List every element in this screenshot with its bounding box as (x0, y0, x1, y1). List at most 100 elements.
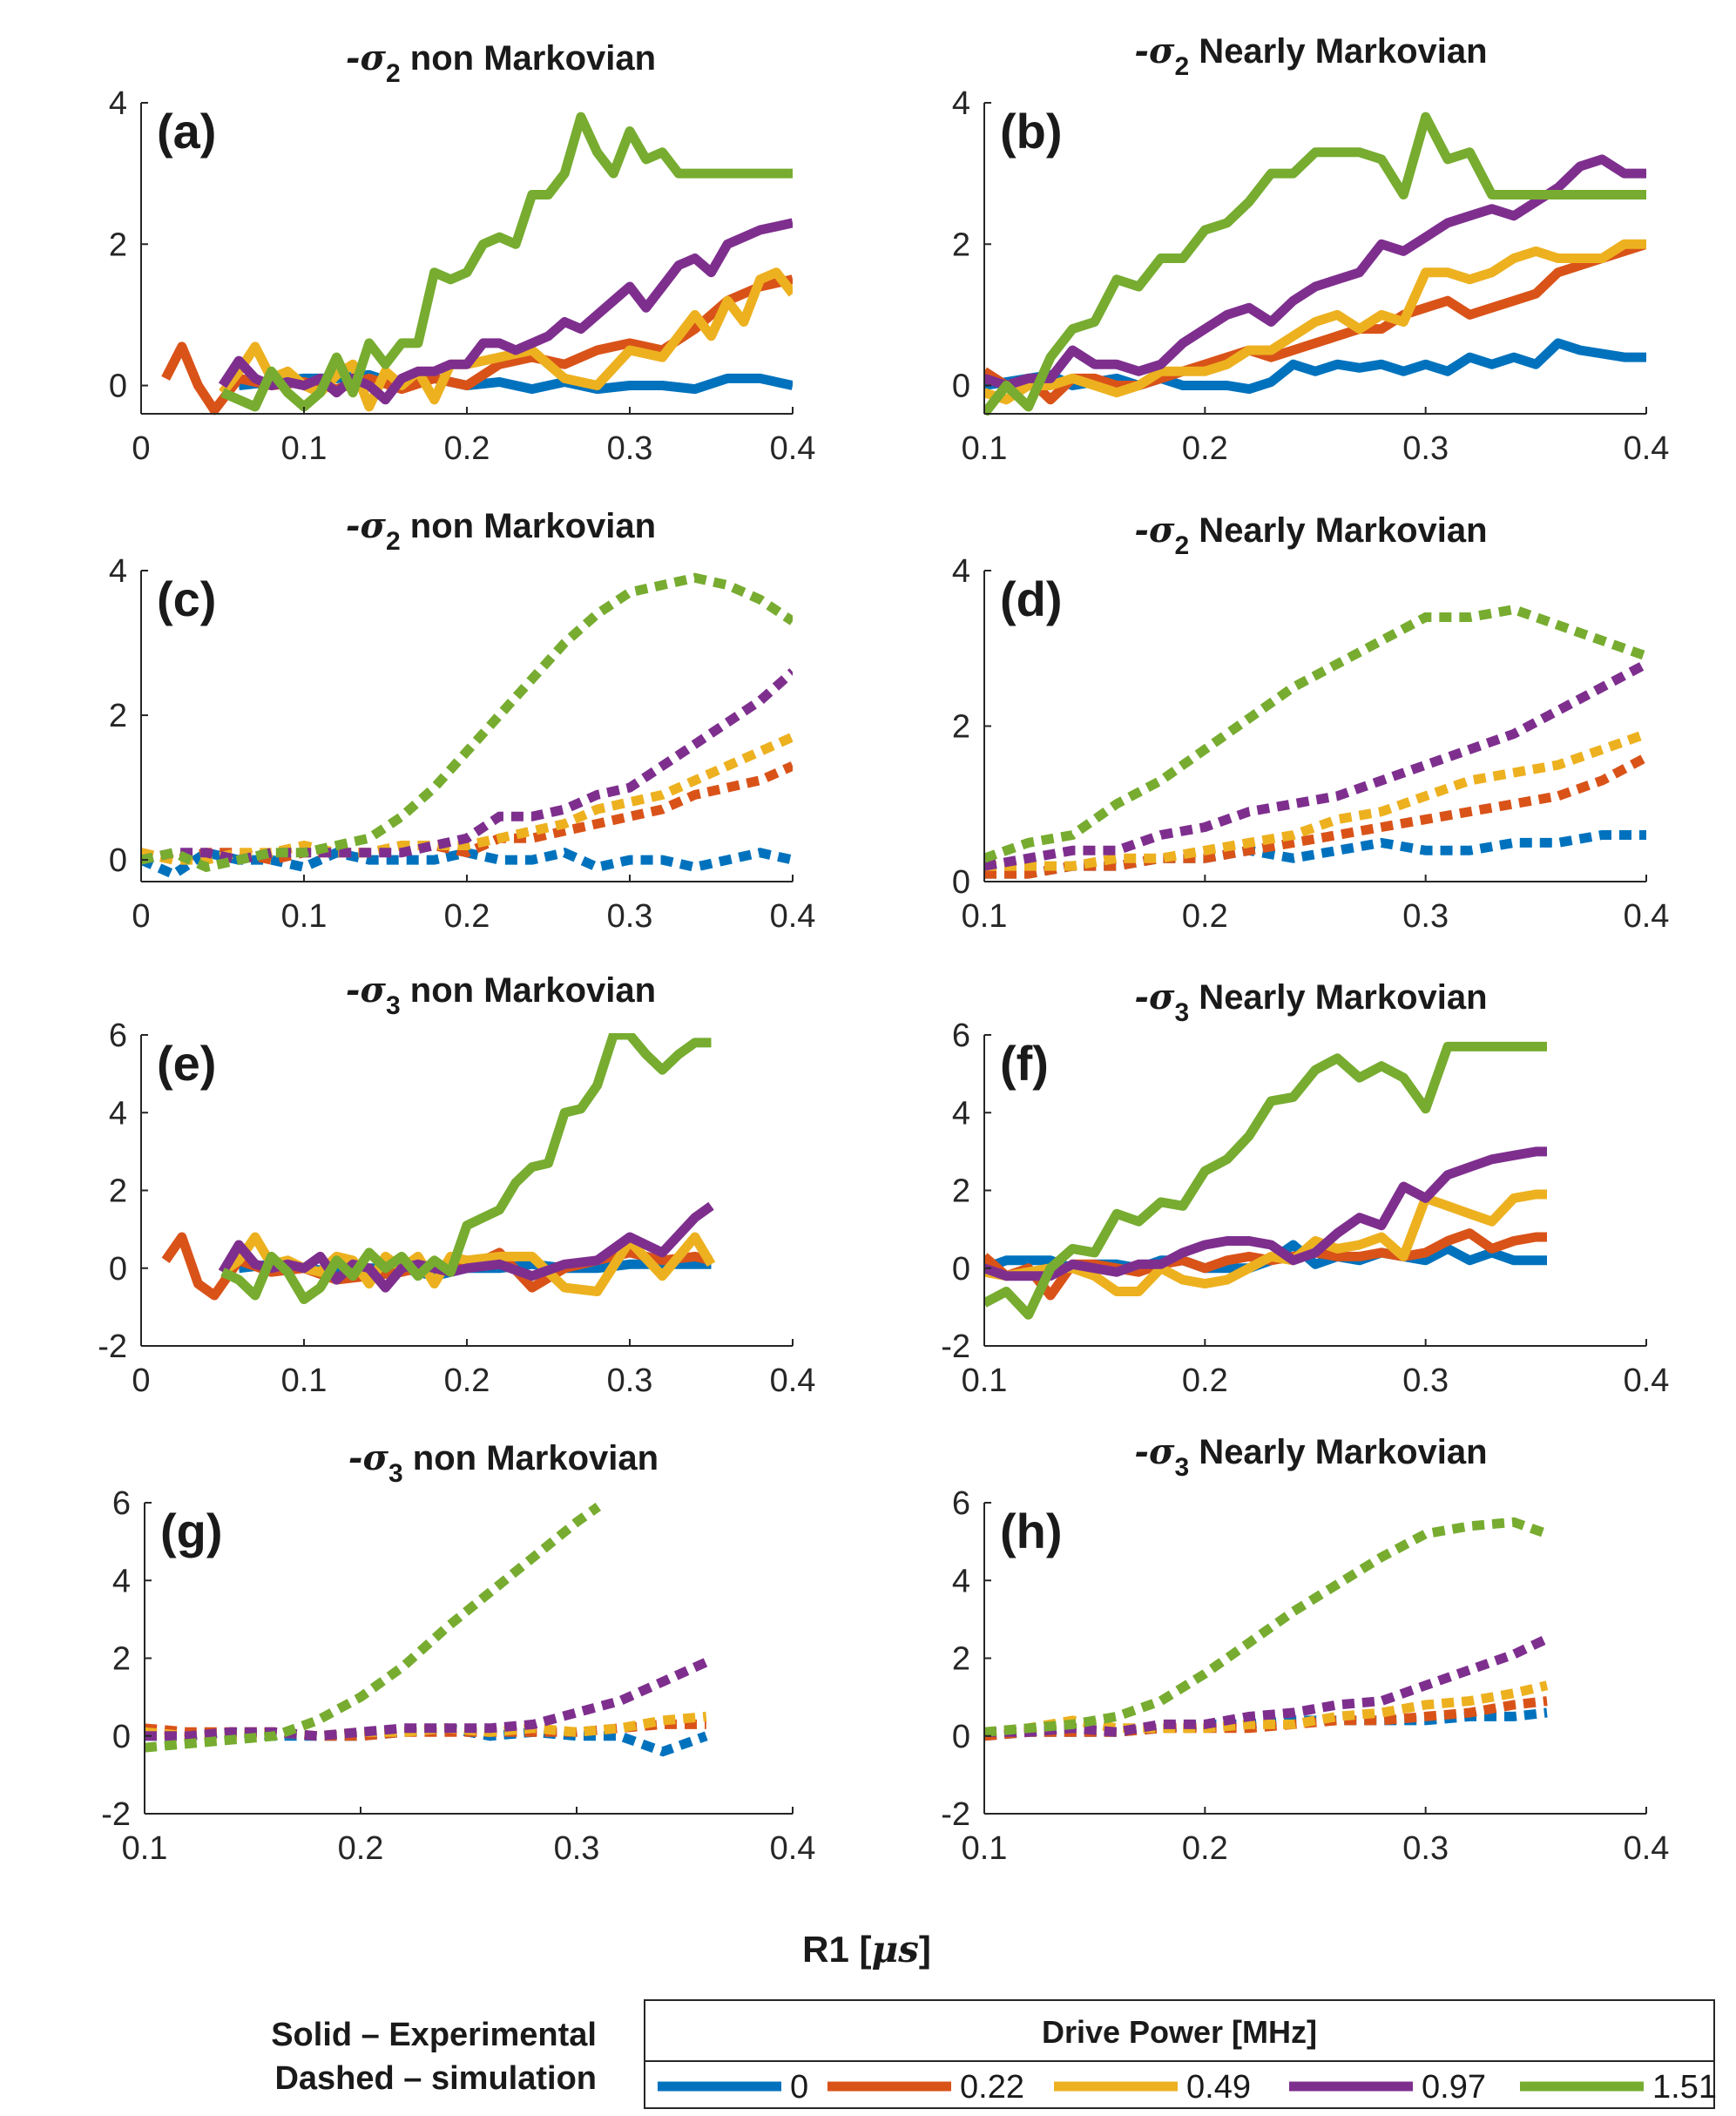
x-tick-label-a: 0.2 (444, 430, 490, 467)
x-tick-label-d: 0.3 (1402, 898, 1449, 935)
series-line-a-0.97 (218, 218, 793, 405)
x-tick-label-g: 0.4 (770, 1830, 816, 1867)
y-tick-label-h: 2 (952, 1641, 970, 1678)
panel-label-e: (e) (157, 1036, 216, 1091)
y-tick-label-a: 4 (109, 85, 127, 122)
x-tick-label-f: 0.1 (962, 1362, 1008, 1399)
x-tick-label-g: 0.2 (338, 1830, 384, 1867)
series-line-b-0.49 (984, 239, 1646, 405)
panel-label-a: (a) (157, 104, 216, 159)
y-tick-label-e: 4 (109, 1095, 127, 1132)
x-tick-label-d: 0.4 (1624, 898, 1670, 935)
x-tick-label-b: 0.1 (962, 430, 1008, 467)
series-group-h (984, 1517, 1550, 1741)
y-tick-label-g: 2 (112, 1641, 131, 1678)
y-tick-label-e: 0 (109, 1251, 127, 1288)
x-tick-label-a: 0.3 (607, 430, 653, 467)
panel-h: -σ3 Nearly Markovian 0.1 0.2 0.3 0.4 -2 0 2 4 6 (h… (941, 1431, 1669, 1867)
x-tick-label-c: 0.2 (444, 898, 490, 935)
x-tick-label-h: 0.2 (1182, 1830, 1228, 1867)
y-tick-label-d: 0 (952, 864, 970, 901)
panel-g: -σ3 non Markovian 0.1 0.2 0.3 0.4 -2 0 2 4 6 (g) (101, 1437, 815, 1867)
series-group-e (161, 1033, 716, 1304)
panel-title-f: -σ3 Nearly Markovian (1134, 977, 1487, 1027)
panel-title-d: -σ2 Nearly Markovian (1134, 510, 1487, 560)
series-line-h-1.51 (984, 1517, 1549, 1737)
y-tick-label-b: 4 (952, 85, 970, 122)
panel-label-d: (d) (1000, 571, 1063, 626)
series-line-h-0.49 (984, 1680, 1549, 1737)
series-line-d-0.22 (984, 753, 1646, 879)
legend: Drive Power [MHz] 0 0.22 0.49 0.97 1.51 (644, 1999, 1717, 2109)
y-tick-label-a: 0 (109, 368, 127, 405)
legend-label-0.97: 0.97 (1422, 2069, 1486, 2106)
series-line-e-1.51 (220, 1033, 712, 1304)
series-line-g-1.51 (145, 1503, 602, 1753)
y-tick-label-h: 6 (952, 1485, 970, 1522)
series-line-b-0.22 (984, 240, 1646, 405)
series-group-b (984, 112, 1646, 416)
panel-a: -σ2 non Markovian 0 0.1 0.2 0.3 0.4 0 2 4 (a) (109, 37, 816, 467)
series-group-g (145, 1503, 709, 1757)
x-tick-label-g: 0.3 (554, 1830, 600, 1867)
x-tick-label-e: 0.1 (281, 1362, 328, 1399)
x-tick-label-e: 0.2 (444, 1362, 490, 1399)
panel-label-c: (c) (157, 571, 216, 626)
y-tick-label-e: -2 (98, 1328, 127, 1365)
legend-entry-0.49: 0.49 (1054, 2069, 1251, 2106)
series-line-b-0.97 (984, 154, 1646, 390)
y-tick-label-h: 4 (952, 1563, 970, 1599)
panel-title-b: -σ2 Nearly Markovian (1134, 30, 1487, 81)
x-tick-label-a: 0 (132, 430, 150, 467)
x-tick-label-f: 0.4 (1624, 1362, 1670, 1399)
x-tick-label-f: 0.2 (1182, 1362, 1228, 1399)
y-tick-label-c: 0 (109, 842, 127, 879)
y-tick-label-c: 4 (109, 553, 127, 590)
legend-title: Drive Power [MHz] (1042, 2014, 1317, 2050)
series-line-f-0.49 (984, 1189, 1547, 1296)
y-tick-label-d: 4 (952, 553, 970, 590)
y-tick-label-f: 6 (952, 1017, 970, 1054)
y-tick-label-g: 6 (112, 1485, 131, 1522)
y-tick-label-c: 2 (109, 698, 127, 734)
panel-label-b: (b) (1000, 104, 1063, 159)
legend-label-0: 0 (790, 2069, 808, 2106)
y-tick-label-b: 0 (952, 368, 970, 405)
series-line-d-0.97 (984, 659, 1646, 871)
panel-title-e: -σ3 non Markovian (346, 970, 656, 1020)
x-tick-label-e: 0 (132, 1362, 150, 1399)
y-tick-label-e: 6 (109, 1017, 127, 1054)
panel-label-g: (g) (160, 1504, 223, 1558)
panel-title-g: -σ3 non Markovian (348, 1437, 659, 1488)
x-tick-label-c: 0.4 (770, 898, 816, 935)
y-tick-label-d: 2 (952, 709, 970, 746)
panel-title-c: -σ2 non Markovian (346, 505, 656, 556)
legend-entry-0.97: 0.97 (1289, 2069, 1486, 2106)
series-line-f-0.97 (984, 1146, 1547, 1281)
series-line-h-0.97 (984, 1634, 1550, 1737)
legend-entry-0: 0 (658, 2069, 808, 2106)
y-tick-label-f: -2 (941, 1328, 970, 1365)
series-line-g-0.97 (145, 1657, 709, 1741)
x-tick-label-c: 0 (132, 898, 150, 935)
legend-label-0.49: 0.49 (1186, 2069, 1251, 2106)
legend-entry-1.51: 1.51 (1520, 2069, 1717, 2106)
y-tick-label-e: 2 (109, 1173, 127, 1210)
legend-entries: 0 0.22 0.49 0.97 1.51 (658, 2069, 1717, 2106)
legend-label-0.22: 0.22 (960, 2069, 1024, 2106)
legend-entry-0.22: 0.22 (827, 2069, 1024, 2106)
x-tick-label-a: 0.1 (281, 430, 328, 467)
x-tick-label-b: 0.3 (1402, 430, 1449, 467)
y-tick-label-f: 4 (952, 1095, 970, 1132)
series-line-c-1.51 (141, 572, 793, 873)
legend-label-1.51: 1.51 (1652, 2069, 1717, 2106)
y-tick-label-a: 2 (109, 226, 127, 263)
y-tick-label-g: 0 (112, 1719, 131, 1755)
panel-title-a: -σ2 non Markovian (346, 37, 656, 88)
x-tick-label-b: 0.2 (1182, 430, 1228, 467)
y-tick-label-g: 4 (112, 1563, 131, 1599)
y-tick-label-f: 2 (952, 1173, 970, 1210)
x-tick-label-h: 0.3 (1402, 1830, 1449, 1867)
x-tick-label-d: 0.1 (962, 898, 1008, 935)
